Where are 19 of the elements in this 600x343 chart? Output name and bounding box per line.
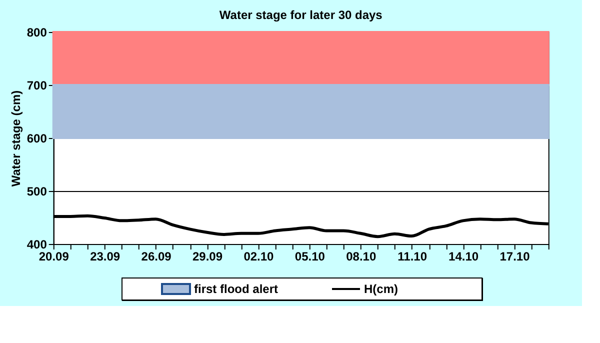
x-tick-label: 08.10 (346, 250, 376, 264)
x-tick-label: 05.10 (294, 250, 326, 264)
x-tick-label: 11.10 (398, 250, 428, 264)
x-tick-label: 14.10 (448, 250, 479, 264)
y-tick-label: 700 (26, 78, 48, 92)
legend-label: first flood alert (194, 282, 278, 296)
x-tick-label: 26.09 (141, 250, 172, 264)
y-tick-label: 500 (26, 184, 48, 198)
x-tick-label: 17.10 (500, 250, 530, 264)
chart-title: Water stage for later 30 days (219, 8, 383, 22)
x-tick-label: 02.10 (244, 250, 274, 264)
x-tick-label: 20.09 (38, 250, 70, 264)
y-axis-title: Water stage (cm) (8, 90, 23, 187)
legend-label: H(cm) (364, 282, 398, 296)
y-tick-label: 800 (26, 26, 48, 40)
y-tick-label: 600 (26, 132, 48, 146)
x-tick-label: 23.09 (90, 250, 120, 264)
y-tick-label: 400 (26, 238, 48, 252)
x-tick-label: 29.09 (192, 250, 223, 264)
